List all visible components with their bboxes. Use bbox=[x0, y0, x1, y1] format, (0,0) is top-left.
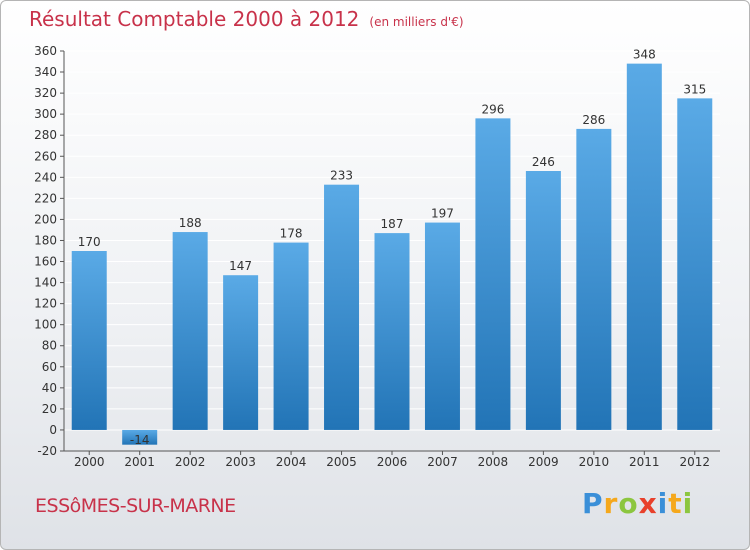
bar-2002 bbox=[172, 232, 208, 430]
bars bbox=[71, 63, 713, 445]
bar-2004 bbox=[273, 242, 309, 430]
chart-subtitle: (en milliers d'€) bbox=[369, 15, 464, 29]
value-labels: 170 -14 188 147 178 233 187 197 296 246 286 348 315 bbox=[78, 48, 706, 447]
y-tick-labels: -20 0 20 40 60 80 100 120 140 160 180 200 220 240 260 2… bbox=[34, 44, 57, 458]
y-tick-label: 260 bbox=[34, 149, 57, 163]
y-tick-label: 0 bbox=[49, 423, 57, 437]
y-tick-label: 60 bbox=[42, 360, 57, 374]
x-tick-label: 2007 bbox=[427, 455, 458, 469]
bar-2008 bbox=[475, 118, 511, 430]
x-tick-label: 2001 bbox=[124, 455, 155, 469]
y-tick-label: 320 bbox=[34, 86, 57, 100]
logo-letter: x bbox=[638, 487, 658, 520]
proxiti-logo: Proxiti bbox=[582, 487, 693, 520]
logo-letter: t bbox=[668, 487, 683, 520]
x-tick-label: 2006 bbox=[377, 455, 408, 469]
commune-name: ESSôMES-SUR-MARNE bbox=[35, 495, 236, 517]
y-tick-label: 160 bbox=[34, 255, 57, 269]
logo-letter: o bbox=[618, 487, 639, 520]
x-tick-label: 2003 bbox=[225, 455, 256, 469]
y-tick-label: 20 bbox=[42, 402, 57, 416]
y-tick-label: -20 bbox=[37, 444, 57, 458]
y-tick-label: 280 bbox=[34, 128, 57, 142]
bar-2009 bbox=[525, 171, 561, 430]
y-tick-label: 340 bbox=[34, 65, 57, 79]
y-tick-label: 40 bbox=[42, 381, 57, 395]
y-tick-label: 140 bbox=[34, 276, 57, 290]
value-label-2006: 187 bbox=[381, 217, 404, 231]
title-text: Résultat Comptable 2000 à 2012 bbox=[29, 7, 360, 31]
value-label-2004: 178 bbox=[280, 227, 303, 241]
logo-letter: i bbox=[682, 487, 694, 520]
value-label-2008: 296 bbox=[481, 102, 504, 116]
bar-2011 bbox=[626, 63, 662, 430]
value-label-2002: 188 bbox=[179, 216, 202, 230]
bar-2006 bbox=[374, 233, 410, 430]
chart-title: Résultat Comptable 2000 à 2012 (en millie… bbox=[29, 7, 464, 31]
x-tick-label: 2005 bbox=[326, 455, 357, 469]
value-label-2003: 147 bbox=[229, 259, 252, 273]
bar-2010 bbox=[576, 128, 612, 430]
x-tick-label: 2008 bbox=[478, 455, 509, 469]
value-label-2009: 246 bbox=[532, 155, 555, 169]
bar-2000 bbox=[71, 251, 107, 430]
y-tick-label: 300 bbox=[34, 107, 57, 121]
x-tick-label: 2004 bbox=[276, 455, 307, 469]
y-tick-label: 360 bbox=[34, 44, 57, 58]
bar-2001 bbox=[122, 429, 158, 445]
logo-letter: i bbox=[657, 487, 669, 520]
x-tick-label: 2010 bbox=[579, 455, 610, 469]
bar-2012 bbox=[677, 98, 713, 430]
bar-2003 bbox=[223, 275, 259, 430]
value-label-2005: 233 bbox=[330, 169, 353, 183]
value-label-2001: -14 bbox=[130, 433, 150, 447]
y-tick-label: 80 bbox=[42, 339, 57, 353]
logo-letter: P bbox=[582, 487, 604, 520]
x-tick-label: 2002 bbox=[175, 455, 206, 469]
x-tick-label: 2012 bbox=[679, 455, 710, 469]
value-label-2011: 348 bbox=[633, 48, 656, 62]
x-tick-label: 2000 bbox=[74, 455, 105, 469]
x-tick-labels: 2000 2001 2002 2003 2004 2005 2006 2007 2008 2009… bbox=[74, 451, 710, 469]
y-tick-label: 100 bbox=[34, 318, 57, 332]
y-tick-label: 200 bbox=[34, 212, 57, 226]
value-label-2007: 197 bbox=[431, 207, 454, 221]
y-tick-label: 220 bbox=[34, 191, 57, 205]
y-tick-label: 240 bbox=[34, 170, 57, 184]
value-label-2010: 286 bbox=[582, 113, 605, 127]
x-tick-label: 2011 bbox=[629, 455, 660, 469]
y-tick-label: 120 bbox=[34, 297, 57, 311]
y-tick-label: 180 bbox=[34, 233, 57, 247]
value-label-2000: 170 bbox=[78, 235, 101, 249]
logo-letter: r bbox=[603, 487, 619, 520]
bar-2007 bbox=[424, 222, 460, 430]
x-tick-label: 2009 bbox=[528, 455, 559, 469]
value-label-2012: 315 bbox=[683, 82, 706, 96]
bar-2005 bbox=[324, 184, 360, 430]
